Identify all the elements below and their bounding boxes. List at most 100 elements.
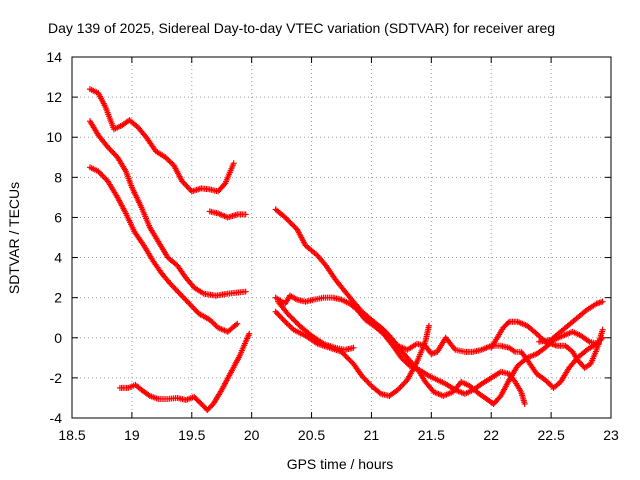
x-tick-label: 20.5 xyxy=(298,427,325,443)
data-point xyxy=(145,391,152,398)
data-point xyxy=(111,151,118,158)
data-point xyxy=(208,318,215,325)
y-tick-label: 2 xyxy=(54,290,62,306)
data-point xyxy=(282,214,289,221)
series-arc-12 xyxy=(536,298,606,345)
data-point xyxy=(212,322,219,329)
data-point xyxy=(347,358,354,365)
y-tick-label: 0 xyxy=(54,330,62,346)
data-point xyxy=(206,316,213,323)
data-point xyxy=(544,379,551,386)
y-tick-label: 12 xyxy=(46,89,62,105)
data-point xyxy=(290,222,297,229)
data-point xyxy=(401,379,408,386)
data-point xyxy=(284,310,291,317)
data-point xyxy=(376,389,383,396)
data-point xyxy=(109,148,116,155)
data-point xyxy=(400,381,407,388)
data-point xyxy=(172,286,179,293)
data-point xyxy=(180,294,187,301)
data-point xyxy=(425,322,432,329)
data-point xyxy=(234,320,241,327)
data-point xyxy=(536,333,543,340)
data-point xyxy=(171,284,178,291)
data-point xyxy=(521,400,528,407)
data-point xyxy=(187,302,194,309)
data-point xyxy=(382,328,389,335)
y-tick-label: 6 xyxy=(54,209,62,225)
data-point xyxy=(287,324,294,331)
data-point xyxy=(184,184,191,191)
data-point xyxy=(242,211,249,218)
y-tick-label: 8 xyxy=(54,169,62,185)
data-point xyxy=(178,292,185,299)
data-point xyxy=(230,160,237,167)
data-point xyxy=(102,175,109,182)
data-point xyxy=(542,376,549,383)
data-point xyxy=(378,324,385,331)
data-point xyxy=(287,313,294,320)
y-tick-label: 10 xyxy=(46,129,62,145)
data-point xyxy=(175,289,182,296)
data-point xyxy=(535,332,542,339)
data-point xyxy=(547,382,554,389)
data-point xyxy=(599,298,606,305)
data-point xyxy=(183,297,190,304)
data-point xyxy=(284,321,291,328)
x-tick-label: 19.5 xyxy=(178,427,205,443)
plot-frame xyxy=(71,56,612,419)
data-point xyxy=(289,316,296,323)
series-arc-6 xyxy=(272,206,603,407)
data-point xyxy=(398,354,405,361)
data-point xyxy=(543,378,550,385)
axis-ticks xyxy=(71,56,612,419)
x-tick-label: 18.5 xyxy=(58,427,85,443)
data-point xyxy=(379,326,386,333)
y-tick-label: -4 xyxy=(50,410,63,426)
data-point xyxy=(289,325,296,332)
data-point xyxy=(163,155,170,162)
series-arc-8 xyxy=(272,308,432,399)
data-point xyxy=(279,315,286,322)
data-point xyxy=(361,375,368,382)
data-point xyxy=(100,174,107,181)
data-point xyxy=(293,320,300,327)
data-point xyxy=(174,287,181,294)
series-arc-7 xyxy=(272,292,528,407)
data-point xyxy=(350,344,357,351)
data-point xyxy=(383,330,390,337)
data-point xyxy=(546,380,553,387)
data-point xyxy=(403,360,410,367)
data-point xyxy=(278,314,285,321)
data-point xyxy=(169,283,176,290)
series-arc-3 xyxy=(86,164,241,335)
data-point xyxy=(288,314,295,321)
data-point xyxy=(246,330,253,337)
chart-title: Day 139 of 2025, Sidereal Day-to-day VTE… xyxy=(48,20,555,36)
x-tick-label: 20 xyxy=(244,427,260,443)
series-arc-4 xyxy=(116,330,253,413)
series-arc-5 xyxy=(206,208,249,221)
data-series xyxy=(86,86,606,413)
data-point xyxy=(511,377,518,384)
series-arc-11 xyxy=(488,318,606,371)
data-point xyxy=(291,223,298,230)
y-tick-label: 14 xyxy=(46,49,62,65)
data-point xyxy=(285,312,292,319)
data-point xyxy=(272,308,279,315)
data-point xyxy=(185,299,192,306)
y-tick-label: 4 xyxy=(54,250,62,266)
x-tick-label: 22 xyxy=(483,427,499,443)
data-point xyxy=(210,320,217,327)
data-point xyxy=(166,158,173,165)
data-point xyxy=(189,303,196,310)
data-point xyxy=(380,327,387,334)
data-point xyxy=(165,156,172,163)
data-point xyxy=(182,296,189,303)
data-point xyxy=(283,320,290,327)
data-point xyxy=(282,318,289,325)
x-tick-label: 21.5 xyxy=(418,427,445,443)
data-point xyxy=(398,382,405,389)
data-point xyxy=(288,221,295,228)
data-point xyxy=(287,219,294,226)
